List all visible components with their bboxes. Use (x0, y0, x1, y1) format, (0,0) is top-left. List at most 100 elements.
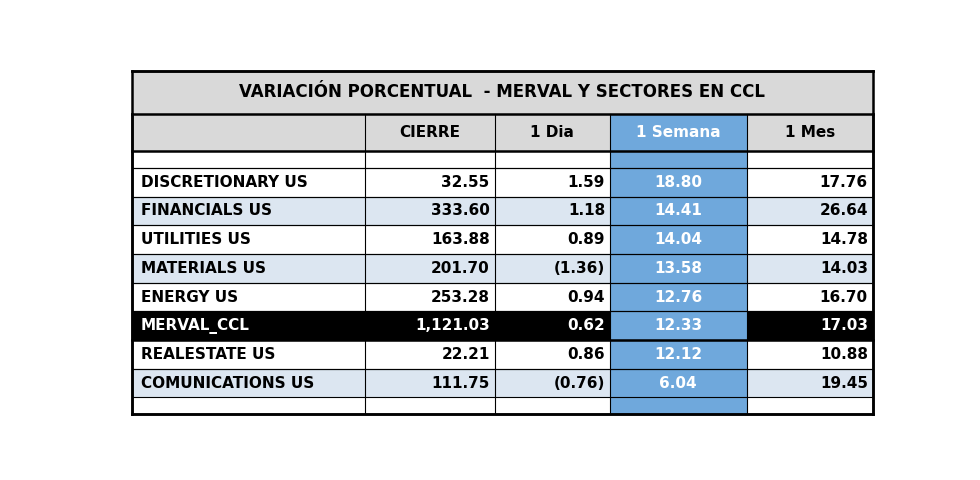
Bar (747, 312, 873, 340)
Bar (495, 114, 610, 151)
Bar (747, 397, 873, 414)
Bar (747, 225, 873, 254)
Bar (131, 369, 366, 397)
Text: 14.04: 14.04 (655, 232, 703, 247)
Text: VARIACIÓN PORCENTUAL  - MERVAL Y SECTORES EN CCL: VARIACIÓN PORCENTUAL - MERVAL Y SECTORES… (239, 84, 765, 101)
Text: 1 Dia: 1 Dia (530, 125, 574, 140)
Bar (610, 254, 747, 283)
Bar (495, 196, 610, 225)
Text: 14.41: 14.41 (655, 204, 703, 218)
Bar (747, 283, 873, 312)
Text: 10.88: 10.88 (820, 347, 868, 362)
Text: 16.70: 16.70 (819, 289, 868, 304)
Bar (366, 369, 495, 397)
Bar (610, 283, 747, 312)
Bar (366, 312, 495, 340)
Bar (131, 225, 366, 254)
Text: 0.89: 0.89 (567, 232, 605, 247)
Bar (747, 340, 873, 369)
Text: 1.18: 1.18 (567, 204, 605, 218)
Text: 12.33: 12.33 (655, 318, 703, 333)
Bar (366, 225, 495, 254)
Bar (366, 114, 495, 151)
Text: 18.80: 18.80 (655, 175, 703, 190)
Text: ENERGY US: ENERGY US (141, 289, 238, 304)
Bar (610, 225, 747, 254)
Bar (131, 151, 366, 168)
Text: (0.76): (0.76) (554, 376, 605, 391)
Text: 22.21: 22.21 (441, 347, 490, 362)
Bar (366, 283, 495, 312)
Text: 12.76: 12.76 (655, 289, 703, 304)
Bar (495, 340, 610, 369)
Text: (1.36): (1.36) (554, 261, 605, 276)
Bar (610, 114, 747, 151)
Bar (131, 254, 366, 283)
Text: UTILITIES US: UTILITIES US (141, 232, 251, 247)
Text: 14.78: 14.78 (820, 232, 868, 247)
Bar (495, 397, 610, 414)
Text: 32.55: 32.55 (441, 175, 490, 190)
Text: 26.64: 26.64 (819, 204, 868, 218)
Bar (495, 283, 610, 312)
Bar (747, 369, 873, 397)
Bar (495, 369, 610, 397)
Text: 17.76: 17.76 (819, 175, 868, 190)
Bar (610, 397, 747, 414)
Bar (610, 151, 747, 168)
Text: 333.60: 333.60 (431, 204, 490, 218)
Bar (495, 151, 610, 168)
Text: 19.45: 19.45 (820, 376, 868, 391)
Bar (610, 168, 747, 196)
Bar (610, 369, 747, 397)
Bar (131, 312, 366, 340)
Bar (366, 340, 495, 369)
Text: 111.75: 111.75 (431, 376, 490, 391)
Text: DISCRETIONARY US: DISCRETIONARY US (141, 175, 308, 190)
Bar (747, 151, 873, 168)
Bar (131, 340, 366, 369)
Text: 1,121.03: 1,121.03 (415, 318, 490, 333)
Bar (131, 397, 366, 414)
Text: MATERIALS US: MATERIALS US (141, 261, 266, 276)
Bar (495, 254, 610, 283)
Bar (610, 312, 747, 340)
Text: 1 Semana: 1 Semana (636, 125, 720, 140)
Text: 17.03: 17.03 (820, 318, 868, 333)
Bar (366, 254, 495, 283)
Text: MERVAL_CCL: MERVAL_CCL (141, 318, 250, 334)
Bar (131, 71, 873, 114)
Text: 1 Mes: 1 Mes (785, 125, 835, 140)
Bar (131, 114, 366, 151)
Bar (610, 196, 747, 225)
Bar (747, 196, 873, 225)
Bar (366, 168, 495, 196)
Text: CIERRE: CIERRE (400, 125, 461, 140)
Text: REALESTATE US: REALESTATE US (141, 347, 275, 362)
Text: 0.94: 0.94 (567, 289, 605, 304)
Bar (366, 151, 495, 168)
Bar (366, 397, 495, 414)
Text: 0.86: 0.86 (567, 347, 605, 362)
Text: 1.59: 1.59 (567, 175, 605, 190)
Text: 14.03: 14.03 (820, 261, 868, 276)
Text: 13.58: 13.58 (655, 261, 703, 276)
Bar (366, 196, 495, 225)
Text: 0.62: 0.62 (567, 318, 605, 333)
Bar (131, 283, 366, 312)
Text: COMUNICATIONS US: COMUNICATIONS US (141, 376, 315, 391)
Text: FINANCIALS US: FINANCIALS US (141, 204, 272, 218)
Bar (131, 168, 366, 196)
Bar (610, 340, 747, 369)
Bar (131, 196, 366, 225)
Text: 253.28: 253.28 (430, 289, 490, 304)
Bar (747, 254, 873, 283)
Bar (495, 312, 610, 340)
Text: 6.04: 6.04 (660, 376, 697, 391)
Text: 12.12: 12.12 (655, 347, 703, 362)
Text: 201.70: 201.70 (431, 261, 490, 276)
Bar (495, 225, 610, 254)
Bar (747, 168, 873, 196)
Bar (495, 168, 610, 196)
Text: 163.88: 163.88 (431, 232, 490, 247)
